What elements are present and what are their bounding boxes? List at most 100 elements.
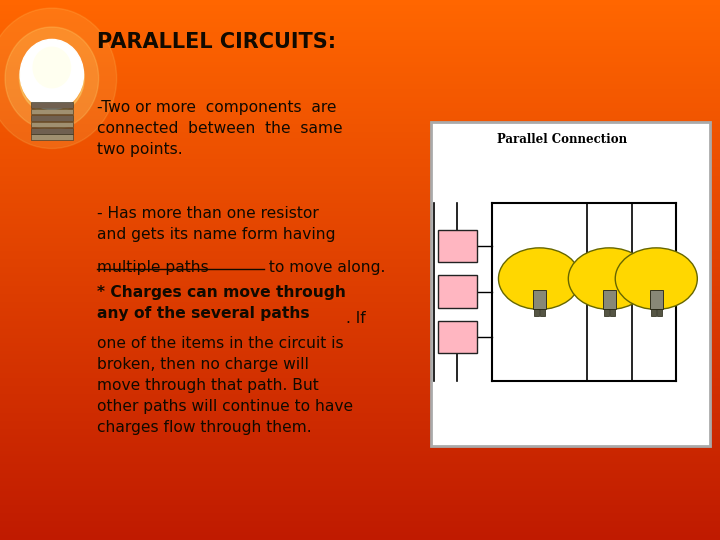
Bar [0,286,720,289]
Bar [0,532,720,535]
Bar [0,65,720,68]
Bar [0,11,720,14]
Bar [0,273,720,275]
Text: Parallel Connection: Parallel Connection [497,133,627,146]
Bar [0,194,720,197]
Bar [31,128,73,134]
Bar [0,92,720,94]
Bar [0,354,720,356]
Bar [0,305,720,308]
Bar [0,151,720,154]
Bar [0,392,720,394]
Bar [0,78,720,81]
Bar [0,338,720,340]
Bar [0,319,720,321]
Bar [0,362,720,364]
Bar [31,122,73,127]
Bar [0,278,720,281]
Bar [0,170,720,173]
Bar [0,281,720,284]
Bar [0,483,720,486]
Bar [0,413,720,416]
Ellipse shape [20,39,84,110]
Bar [0,159,720,162]
Bar [0,494,720,497]
Bar [0,197,720,200]
Bar [0,105,720,108]
Bar [0,100,720,103]
Bar [0,186,720,189]
Bar [0,294,720,297]
Bar [0,146,720,148]
Bar [0,456,720,459]
Bar [0,462,720,464]
Bar [0,181,720,184]
Bar [0,68,720,70]
Bar [0,124,720,127]
Bar [0,505,720,508]
Bar [0,510,720,513]
Bar [0,451,720,454]
Bar [0,500,720,502]
Bar [0,35,720,38]
Text: multiple paths: multiple paths [97,260,209,275]
Bar [0,30,720,32]
Bar [0,108,720,111]
Bar [31,115,73,121]
Ellipse shape [5,27,99,130]
Bar [0,38,720,40]
Bar [0,62,720,65]
Bar [0,178,720,181]
Bar [0,213,720,216]
Bar [0,208,720,211]
Circle shape [498,248,580,309]
Bar [0,478,720,481]
Bar [0,513,720,516]
Bar [0,421,720,424]
Bar [0,59,720,62]
Bar [0,235,720,238]
Bar [0,356,720,359]
Bar [0,0,720,3]
Bar [0,24,720,27]
Bar [0,189,720,192]
Bar [0,327,720,329]
Bar [0,402,720,405]
Bar [0,348,720,351]
Bar [0,308,720,310]
Bar [0,375,720,378]
Bar [0,340,720,343]
Bar [0,459,720,462]
Bar [31,109,73,114]
Bar [0,302,720,305]
Bar [604,309,608,316]
Bar [0,446,720,448]
Bar [0,73,720,76]
Bar [0,49,720,51]
Bar [0,470,720,472]
Bar [0,111,720,113]
Bar [0,448,720,451]
Bar [0,481,720,483]
Bar [31,134,73,140]
Bar [0,316,720,319]
Bar [0,367,720,370]
Bar [649,290,663,309]
Bar [0,537,720,540]
Bar [0,230,720,232]
Bar [0,389,720,392]
Bar [0,76,720,78]
Bar [0,259,720,262]
Bar [438,230,477,262]
Bar [0,246,720,248]
Bar [0,343,720,346]
Bar [0,267,720,270]
Bar [0,40,720,43]
Bar [0,176,720,178]
Ellipse shape [0,8,117,148]
Bar [0,148,720,151]
Bar [0,167,720,170]
Bar [610,309,615,316]
Bar [0,202,720,205]
Bar [0,370,720,373]
